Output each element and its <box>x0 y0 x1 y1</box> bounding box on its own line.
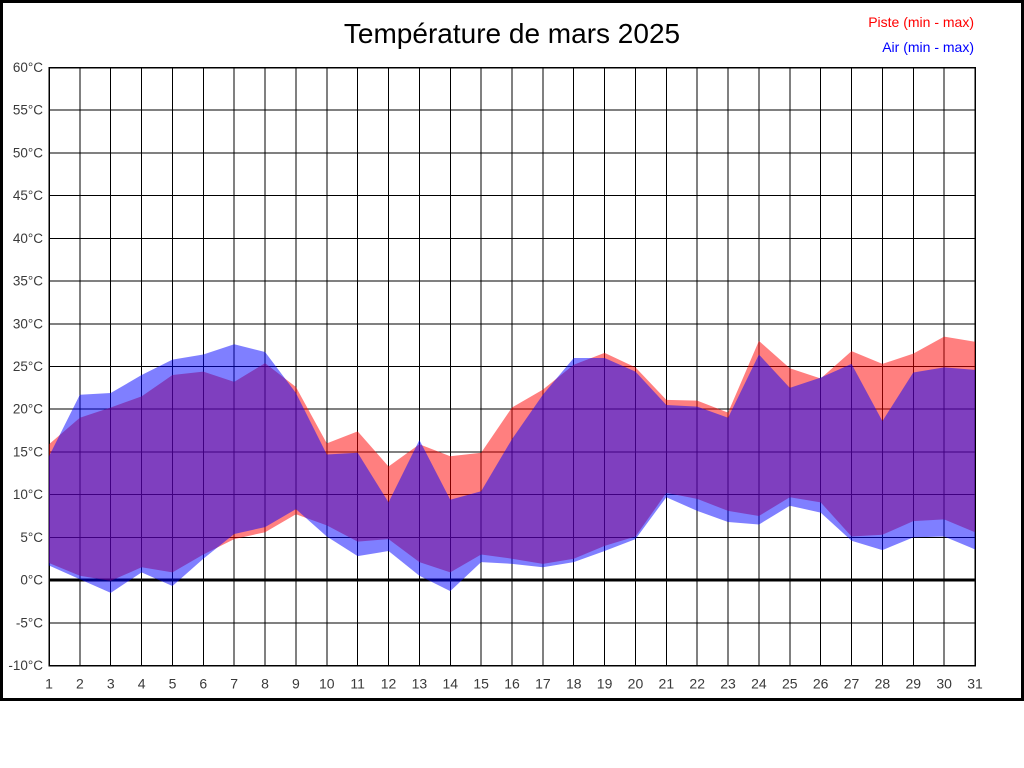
y-tick-label: 45°C <box>13 188 43 203</box>
x-tick-label: 18 <box>566 676 582 692</box>
x-tick-label: 11 <box>350 676 365 692</box>
y-axis-labels: 60°C 55°C 50°C 45°C 40°C 35°C 30°C 25°C 20°C 15°C… <box>8 60 43 673</box>
y-tick-label: 10°C <box>13 487 43 502</box>
y-tick-label: 20°C <box>13 402 43 417</box>
y-tick-label: -10°C <box>8 658 43 673</box>
x-tick-label: 7 <box>230 676 238 692</box>
y-tick-label: -5°C <box>16 615 43 630</box>
x-tick-label: 14 <box>442 676 458 692</box>
x-tick-label: 1 <box>45 676 53 692</box>
legend: Piste (min - max) Air (min - max) <box>868 10 974 60</box>
x-axis-labels: 1 2 3 4 5 6 7 8 9 10 11 12 13 14 15 16 17 18 19 20 21 22 23 24 2… <box>45 676 983 692</box>
y-tick-label: 60°C <box>13 60 43 75</box>
x-tick-label: 4 <box>138 676 146 692</box>
x-tick-label: 2 <box>76 676 84 692</box>
y-tick-label: 5°C <box>20 530 43 545</box>
y-tick-label: 50°C <box>13 145 43 160</box>
outer-frame <box>0 0 1024 701</box>
x-tick-label: 10 <box>319 676 335 692</box>
bands <box>49 336 975 593</box>
x-tick-label: 9 <box>292 676 300 692</box>
y-tick-label: 40°C <box>13 231 43 246</box>
x-tick-label: 15 <box>473 676 489 692</box>
y-tick-label: 25°C <box>13 359 43 374</box>
y-tick-label: 35°C <box>13 274 43 289</box>
x-tick-label: 16 <box>504 676 520 692</box>
x-tick-label: 17 <box>535 676 551 692</box>
x-tick-label: 26 <box>813 676 829 692</box>
x-tick-label: 8 <box>261 676 269 692</box>
legend-air: Air (min - max) <box>882 39 974 55</box>
x-tick-label: 28 <box>875 676 891 692</box>
legend-piste: Piste (min - max) <box>868 14 974 30</box>
x-tick-label: 5 <box>169 676 177 692</box>
x-tick-label: 30 <box>936 676 952 692</box>
x-tick-label: 21 <box>659 676 675 692</box>
x-tick-label: 22 <box>689 676 705 692</box>
x-tick-label: 3 <box>107 676 115 692</box>
x-tick-label: 24 <box>751 676 767 692</box>
y-tick-label: 55°C <box>13 103 43 118</box>
x-tick-label: 19 <box>597 676 613 692</box>
x-tick-label: 25 <box>782 676 798 692</box>
x-tick-label: 23 <box>720 676 736 692</box>
chart-title: Température de mars 2025 <box>343 18 681 49</box>
y-tick-label: 15°C <box>13 444 43 459</box>
x-tick-label: 6 <box>199 676 207 692</box>
x-tick-label: 31 <box>967 676 983 692</box>
x-tick-label: 20 <box>628 676 644 692</box>
y-tick-label: 0°C <box>20 573 43 588</box>
x-tick-label: 13 <box>412 676 428 692</box>
air-band <box>49 344 975 593</box>
y-tick-label: 30°C <box>13 316 43 331</box>
x-tick-label: 12 <box>381 676 397 692</box>
x-tick-label: 27 <box>844 676 860 692</box>
x-tick-label: 29 <box>905 676 921 692</box>
